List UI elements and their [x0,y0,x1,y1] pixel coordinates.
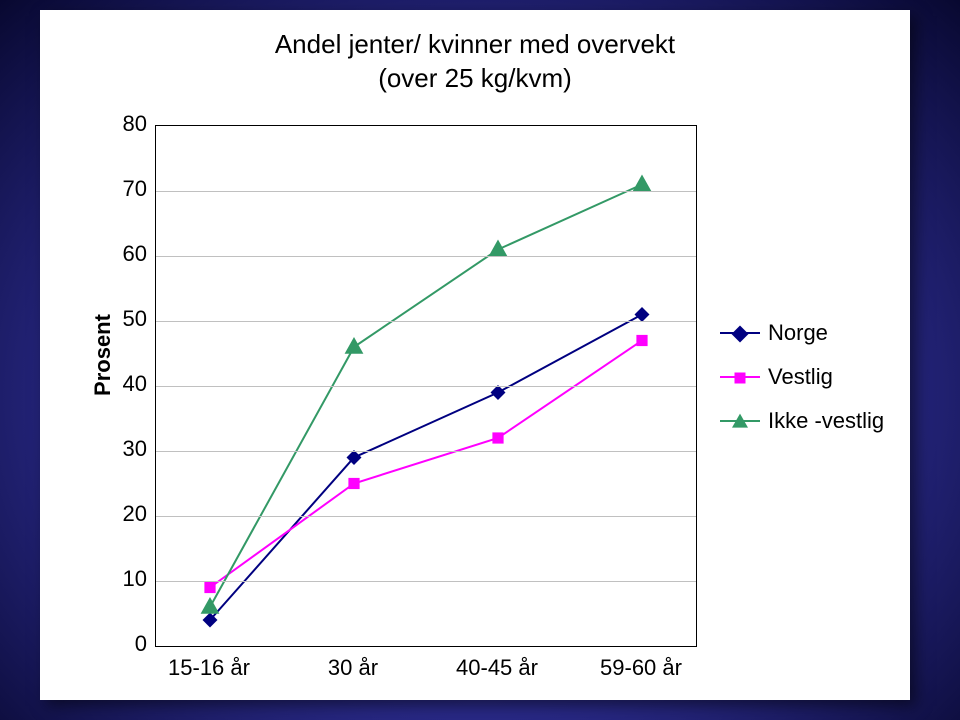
y-tick-label: 0 [107,631,147,657]
x-tick-label: 40-45 år [437,655,557,681]
chart-title: Andel jenter/ kvinner med overvekt (over… [40,28,910,96]
legend-item-vestlig: Vestlig [720,364,884,390]
legend-label: Vestlig [768,364,833,390]
y-tick-label: 50 [107,306,147,332]
legend: Norge Vestlig Ikke -vestlig [720,320,884,452]
y-tick-label: 40 [107,371,147,397]
x-tick-label: 30 år [293,655,413,681]
gridline [156,321,696,322]
y-tick-label: 10 [107,566,147,592]
legend-item-norge: Norge [720,320,884,346]
gridline [156,581,696,582]
series-marker-ikke-vestlig [201,598,218,613]
slide-background: Andel jenter/ kvinner med overvekt (over… [0,0,960,720]
legend-item-ikke-vestlig: Ikke -vestlig [720,408,884,434]
series-marker-ikke-vestlig [489,241,506,256]
y-tick-label: 20 [107,501,147,527]
series-marker-ikke-vestlig [345,338,362,353]
triangle-icon [732,414,748,428]
legend-line [720,420,760,422]
y-tick-label: 60 [107,241,147,267]
series-marker-vestlig [637,335,647,345]
series-marker-vestlig [205,582,215,592]
y-tick-label: 30 [107,436,147,462]
y-tick-label: 70 [107,176,147,202]
chart-card: Andel jenter/ kvinner med overvekt (over… [40,10,910,700]
plot-area [155,125,697,647]
series-line-vestlig [210,341,642,588]
gridline [156,451,696,452]
square-icon [735,373,746,384]
diamond-icon [732,326,749,343]
chart-title-line1: Andel jenter/ kvinner med overvekt [275,29,675,59]
series-marker-ikke-vestlig [633,176,650,191]
series-line-ikke-vestlig [210,185,642,608]
series-marker-norge [635,308,649,322]
series-marker-vestlig [349,478,359,488]
gridline [156,516,696,517]
series-line-norge [210,315,642,621]
series-marker-norge [491,386,505,400]
x-tick-label: 59-60 år [581,655,701,681]
legend-label: Ikke -vestlig [768,408,884,434]
legend-line [720,332,760,334]
series-marker-vestlig [493,433,503,443]
gridline [156,386,696,387]
legend-label: Norge [768,320,828,346]
y-tick-label: 80 [107,111,147,137]
chart-title-line2: (over 25 kg/kvm) [378,63,572,93]
gridline [156,191,696,192]
gridline [156,256,696,257]
x-tick-label: 15-16 år [149,655,269,681]
legend-line [720,376,760,378]
